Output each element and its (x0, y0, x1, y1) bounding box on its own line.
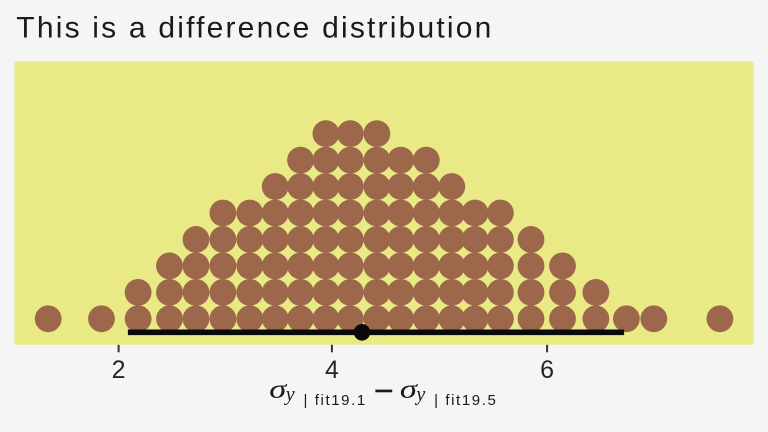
svg-text:2: 2 (112, 356, 126, 384)
svg-text:y: y (284, 384, 295, 406)
svg-text:σ: σ (400, 374, 419, 403)
svg-text:y: y (414, 384, 425, 406)
svg-text:σ: σ (269, 374, 288, 403)
svg-text:4: 4 (325, 356, 339, 384)
svg-text:6: 6 (540, 356, 554, 384)
svg-text:This is a difference distribut: This is a difference distribution (16, 12, 493, 45)
svg-text:| fit19.1: | fit19.1 (304, 392, 367, 409)
svg-text:| fit19.5: | fit19.5 (434, 392, 497, 409)
